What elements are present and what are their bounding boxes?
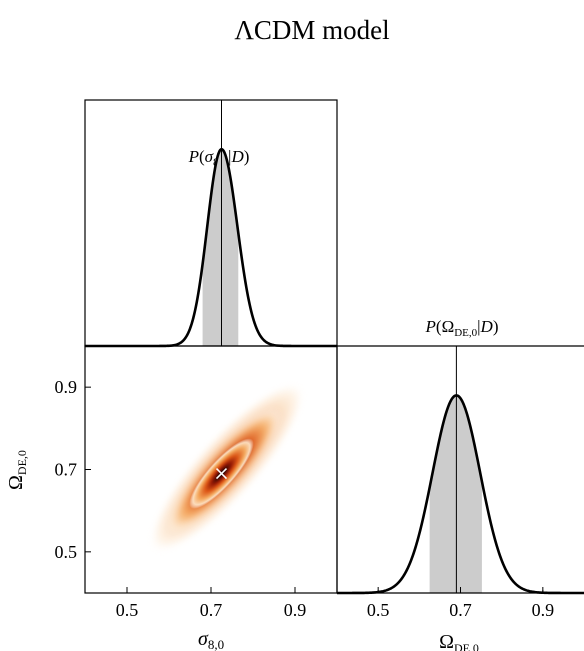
y-tick-label: 0.7 [55, 460, 78, 480]
panel-omega-posterior: P(ΩDE,0|D) 0.5 0.7 0.9 ΩDE,0 [336, 317, 584, 651]
figure-title: ΛCDM model [234, 15, 389, 45]
title-close-paren: ) [493, 317, 499, 336]
joint-density-blob [148, 382, 306, 554]
y-tick-label: 0.5 [55, 542, 78, 562]
title-bar: | [477, 317, 480, 336]
joint-x-ticks: 0.5 0.7 0.9 [116, 587, 307, 620]
best-fit-cross-b [215, 468, 228, 480]
panel-joint-density: 0.5 0.7 0.9 0.5 0.7 0.9 σ8,0 ΩDE,0 [5, 345, 338, 651]
xlabel-sigma: σ [198, 628, 209, 650]
title-p: P [425, 317, 436, 336]
title-bar: | [228, 147, 231, 166]
title-d: D [480, 317, 494, 336]
omega-posterior-title: P(ΩDE,0|D) [425, 317, 499, 339]
sigma8-credible-band [202, 149, 239, 346]
title-open-paren: (Ω [436, 317, 454, 336]
title-open-paren: ( [199, 147, 205, 166]
x-tick-label: 0.9 [532, 600, 555, 620]
credible-interval-band [202, 149, 239, 346]
title-p: P [188, 147, 199, 166]
xlabel-omega: Ω [439, 631, 454, 651]
omega-x-label: ΩDE,0 [439, 631, 479, 651]
best-fit-marker [215, 468, 228, 480]
x-tick-label: 0.7 [449, 600, 472, 620]
title-d: D [230, 147, 244, 166]
ylabel-sub: DE,0 [15, 450, 29, 475]
title-sigma: σ [205, 147, 214, 166]
joint-y-ticks: 0.5 0.7 0.9 [55, 377, 91, 562]
joint-x-label: σ8,0 [198, 628, 224, 651]
xlabel-sub: 8,0 [208, 637, 224, 651]
panel-sigma8-posterior: P(σ8,0|D) [84, 99, 338, 348]
credible-interval-band [429, 395, 482, 593]
density-shape [148, 382, 306, 554]
x-tick-label: 0.5 [116, 600, 139, 620]
omega-x-ticks: 0.5 0.7 0.9 [367, 587, 554, 620]
title-close-paren: ) [244, 147, 250, 166]
joint-y-label: ΩDE,0 [5, 450, 29, 490]
x-tick-label: 0.7 [200, 600, 223, 620]
ylabel-omega: Ω [5, 475, 27, 490]
title-sub: DE,0 [454, 327, 477, 339]
x-tick-label: 0.5 [367, 600, 390, 620]
omega-panel-frame [336, 345, 584, 594]
x-tick-label: 0.9 [284, 600, 307, 620]
omega-credible-band [429, 395, 482, 593]
y-tick-label: 0.9 [55, 377, 78, 397]
xlabel-sub: DE,0 [454, 641, 479, 651]
